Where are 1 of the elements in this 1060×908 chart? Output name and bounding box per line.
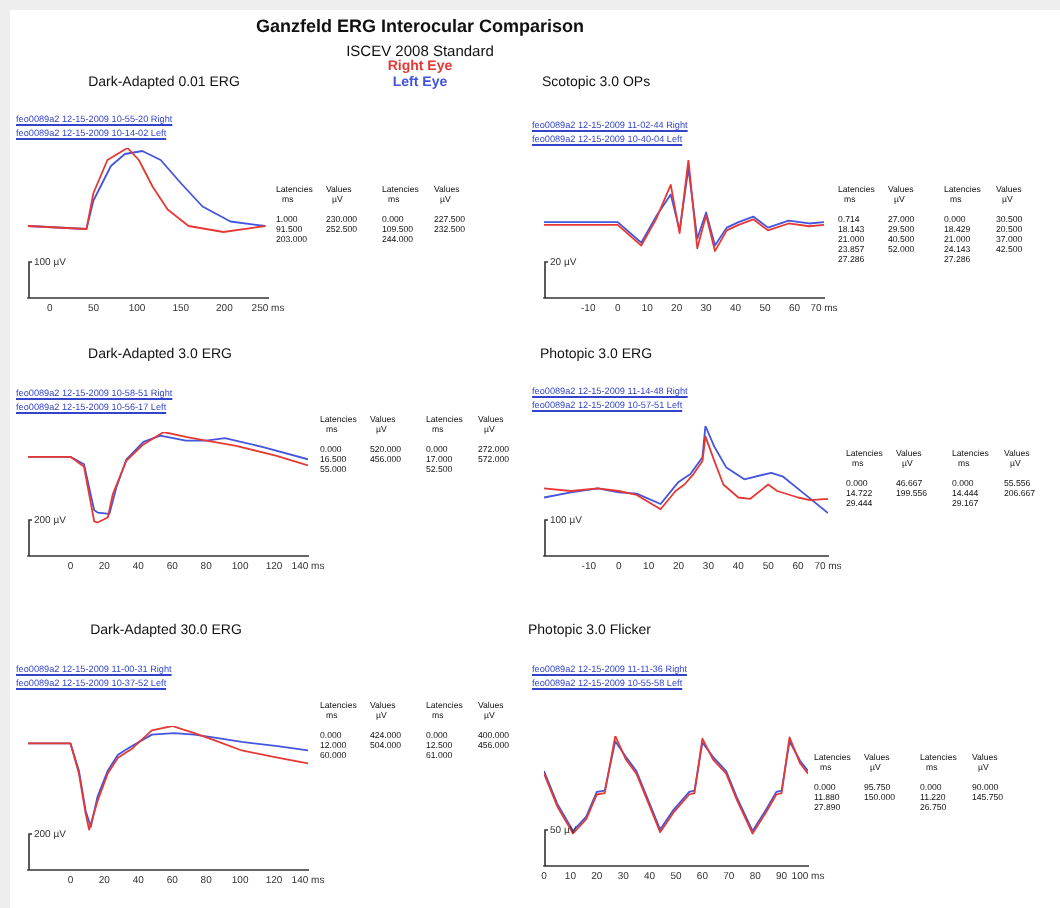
text: Ganzfeld ERG Interocular Comparison <box>253 16 587 36</box>
